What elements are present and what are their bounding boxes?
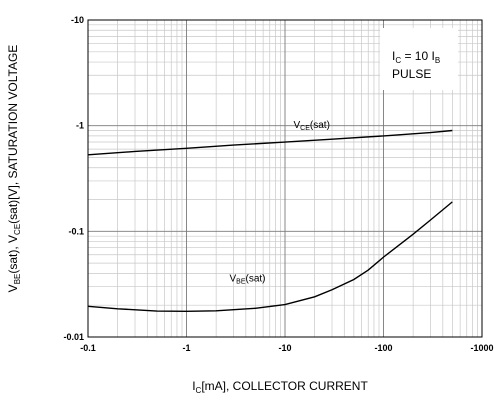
x-tick-label: -1000 — [470, 343, 493, 353]
series-line-vce-sat — [87, 129, 453, 156]
y-tick-label: -0.1 — [68, 226, 84, 236]
series-label-vce-sat: VCE(sat) — [294, 120, 330, 132]
y-axis-title: VBE(sat), VCE(sat)[V], SATURATION VOLTAG… — [6, 45, 22, 293]
y-tick-label: -1 — [76, 121, 84, 131]
conditions-box — [380, 28, 458, 90]
series-layer — [87, 129, 453, 313]
series-label-vbe-sat: VBE(sat) — [230, 274, 266, 286]
x-tick-label: -1 — [182, 343, 190, 353]
y-tick-label: -10 — [71, 15, 84, 25]
x-tick-label: -0.1 — [80, 343, 96, 353]
y-tick-label: -0.01 — [63, 332, 84, 342]
plot-frame — [87, 19, 483, 338]
x-tick-label: -100 — [374, 343, 392, 353]
x-axis-title: IC[mA], COLLECTOR CURRENT — [192, 379, 368, 395]
series-line-vbe-sat — [87, 201, 453, 313]
condition-pulse: PULSE — [392, 67, 431, 81]
condition-ic-ib: IC = 10 IB — [392, 49, 440, 65]
x-tick-label: -10 — [278, 343, 291, 353]
tick-labels: -0.1 -1 -10 -100 -1000-0.01-0.1-1-10 — [63, 15, 493, 353]
